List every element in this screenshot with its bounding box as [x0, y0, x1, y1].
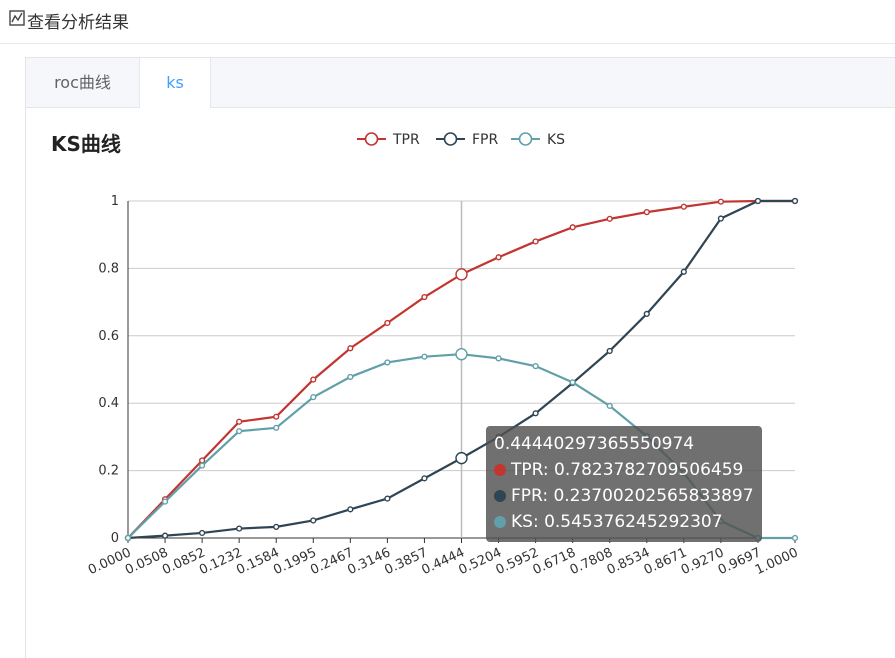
tooltip-fpr-value: FPR: 0.23700202565833897: [511, 486, 754, 506]
tpr-point: [455, 268, 468, 281]
tooltip-row-tpr: TPR: 0.7823782709506459: [494, 460, 743, 480]
fpr-point: [606, 347, 613, 355]
tooltip-row-fpr: FPR: 0.23700202565833897: [494, 486, 754, 506]
ks-point: [791, 534, 799, 542]
tpr-dot: [494, 464, 506, 476]
tpr-point: [310, 376, 317, 383]
view-results-link[interactable]: 查看分析结果: [27, 13, 129, 33]
chart-tooltip: 0.44440297365550974 TPR: 0.7823782709506…: [486, 426, 762, 542]
fpr-point: [791, 197, 799, 205]
tab-roc[interactable]: roc曲线: [54, 73, 111, 92]
ks-point: [347, 373, 354, 381]
y-tick-label: 0.8: [98, 261, 119, 276]
ks-dot: [494, 516, 506, 528]
fpr-point: [310, 517, 317, 524]
tpr-point: [236, 418, 243, 425]
y-tick-label: 1: [111, 194, 119, 209]
legend-marker-tpr: [364, 132, 379, 146]
fpr-point: [754, 197, 762, 205]
tab-bar: roc曲线 ks: [26, 58, 895, 108]
fpr-point: [236, 525, 243, 532]
ks-point: [310, 394, 317, 401]
tab-ks[interactable]: ks: [139, 58, 211, 108]
fpr-point: [717, 215, 724, 222]
fpr-point: [347, 506, 354, 513]
fpr-point: [680, 268, 687, 275]
ks-point: [421, 353, 428, 360]
legend-label-ks: KS: [547, 132, 565, 148]
ks-point: [124, 534, 132, 542]
y-tick-label: 0.4: [98, 396, 119, 411]
legend-label-fpr: FPR: [472, 132, 498, 148]
fpr-point: [421, 475, 428, 482]
chart-title: KS曲线: [51, 132, 121, 156]
ks-point: [606, 402, 613, 409]
legend-marker-ks: [518, 132, 533, 146]
tooltip-row-ks: KS: 0.545376245292307: [494, 512, 723, 532]
legend-label-tpr: TPR: [392, 132, 420, 148]
tpr-point: [273, 413, 280, 420]
tpr-point: [643, 209, 650, 216]
y-tick-label: 0.2: [98, 464, 119, 479]
top-bar: 查看分析结果: [0, 0, 895, 44]
y-tick-label: 0.6: [98, 329, 119, 344]
tpr-point: [421, 293, 428, 301]
fpr-point: [199, 529, 206, 537]
ks-point: [455, 348, 468, 361]
tpr-point: [606, 215, 613, 222]
fpr-point: [384, 495, 391, 502]
ks-point: [569, 379, 576, 386]
tooltip-tpr-value: TPR: 0.7823782709506459: [511, 460, 744, 480]
tooltip-title: 0.44440297365550974: [494, 434, 695, 454]
tooltip-ks-value: KS: 0.545376245292307: [511, 512, 723, 532]
legend-marker-fpr: [443, 132, 458, 146]
fpr-point: [273, 523, 280, 530]
ks-point: [532, 363, 539, 370]
tpr-point: [199, 457, 206, 464]
tpr-point: [569, 224, 576, 231]
tpr-point: [680, 203, 687, 210]
fpr-dot: [494, 490, 506, 502]
tpr-point: [495, 254, 502, 261]
ks-point: [236, 428, 243, 435]
ks-point: [273, 424, 280, 431]
ks-point: [384, 359, 391, 366]
fpr-point: [161, 532, 169, 539]
tpr-point: [384, 319, 391, 327]
fpr-point: [455, 451, 468, 465]
y-tick-label: 0: [111, 531, 119, 546]
fpr-point: [643, 310, 650, 317]
chart-report-icon[interactable]: [9, 10, 25, 26]
ks-point: [199, 462, 206, 469]
ks-point: [161, 498, 169, 505]
tpr-point: [717, 198, 724, 205]
x-tick-label: 1.0000: [753, 545, 801, 578]
fpr-point: [532, 410, 539, 417]
ks-point: [495, 355, 502, 362]
tpr-point: [532, 238, 539, 245]
tpr-point: [347, 345, 354, 352]
